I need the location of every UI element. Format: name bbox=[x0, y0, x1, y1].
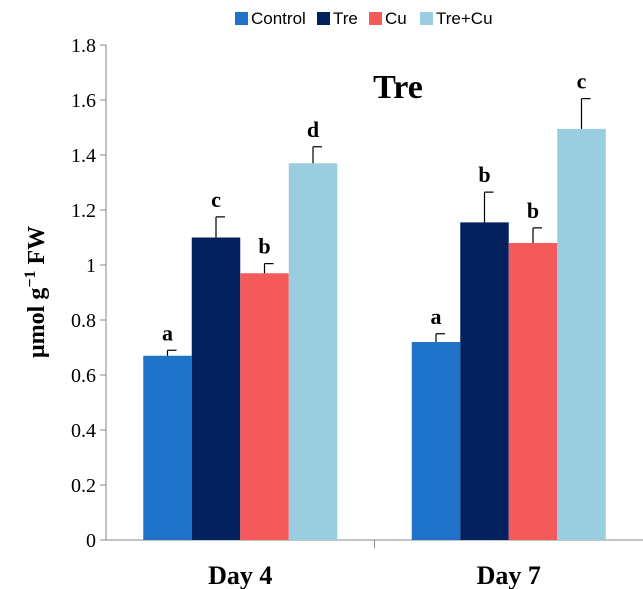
legend-swatch bbox=[369, 12, 382, 25]
bar bbox=[460, 222, 509, 540]
y-tick-label: 0 bbox=[86, 530, 96, 552]
x-category-label: Day 7 bbox=[477, 561, 541, 589]
y-tick-label: 1 bbox=[86, 255, 96, 277]
y-tick-label: 0.2 bbox=[71, 475, 96, 497]
bar bbox=[288, 163, 338, 540]
y-tick-label: 0.6 bbox=[71, 365, 96, 387]
bars: a c b d a b b c bbox=[143, 69, 606, 540]
bar bbox=[557, 128, 606, 540]
significance-label: b bbox=[478, 162, 490, 187]
legend-label: Tre+Cu bbox=[436, 9, 493, 28]
chart-title: Tre bbox=[373, 69, 423, 106]
y-tick-label: 0.8 bbox=[71, 310, 96, 332]
significance-label: c bbox=[577, 69, 587, 94]
significance-label: a bbox=[162, 320, 173, 345]
significance-label: b bbox=[527, 198, 539, 223]
bar bbox=[143, 355, 192, 540]
legend-label: Cu bbox=[385, 9, 407, 28]
y-axis-label: µmol g−1 FW bbox=[22, 226, 50, 358]
legend-swatch bbox=[317, 12, 330, 25]
significance-label: b bbox=[258, 234, 270, 259]
y-tick-label: 1.4 bbox=[71, 145, 96, 167]
bar bbox=[191, 237, 241, 540]
legend: Control Tre Cu Tre+Cu bbox=[235, 9, 493, 28]
significance-label: c bbox=[211, 187, 221, 212]
axes: 0 0.2 0.4 0.6 0.8 1 1.2 1.4 1.6 1.8 Day 4 Day 7 bbox=[71, 35, 643, 589]
legend-swatch bbox=[235, 12, 248, 25]
x-category-label: Day 4 bbox=[208, 561, 272, 589]
legend-label: Tre bbox=[333, 9, 358, 28]
y-tick-label: 0.4 bbox=[71, 420, 96, 442]
legend-label: Control bbox=[251, 9, 306, 28]
y-tick-label: 1.2 bbox=[71, 200, 96, 222]
significance-label: a bbox=[431, 304, 442, 329]
bar bbox=[411, 342, 461, 540]
bar bbox=[240, 273, 289, 540]
y-tick-label: 1.8 bbox=[71, 35, 96, 57]
y-tick-label: 1.6 bbox=[71, 90, 96, 112]
legend-swatch bbox=[420, 12, 433, 25]
bar bbox=[508, 243, 558, 540]
significance-label: d bbox=[307, 117, 319, 142]
